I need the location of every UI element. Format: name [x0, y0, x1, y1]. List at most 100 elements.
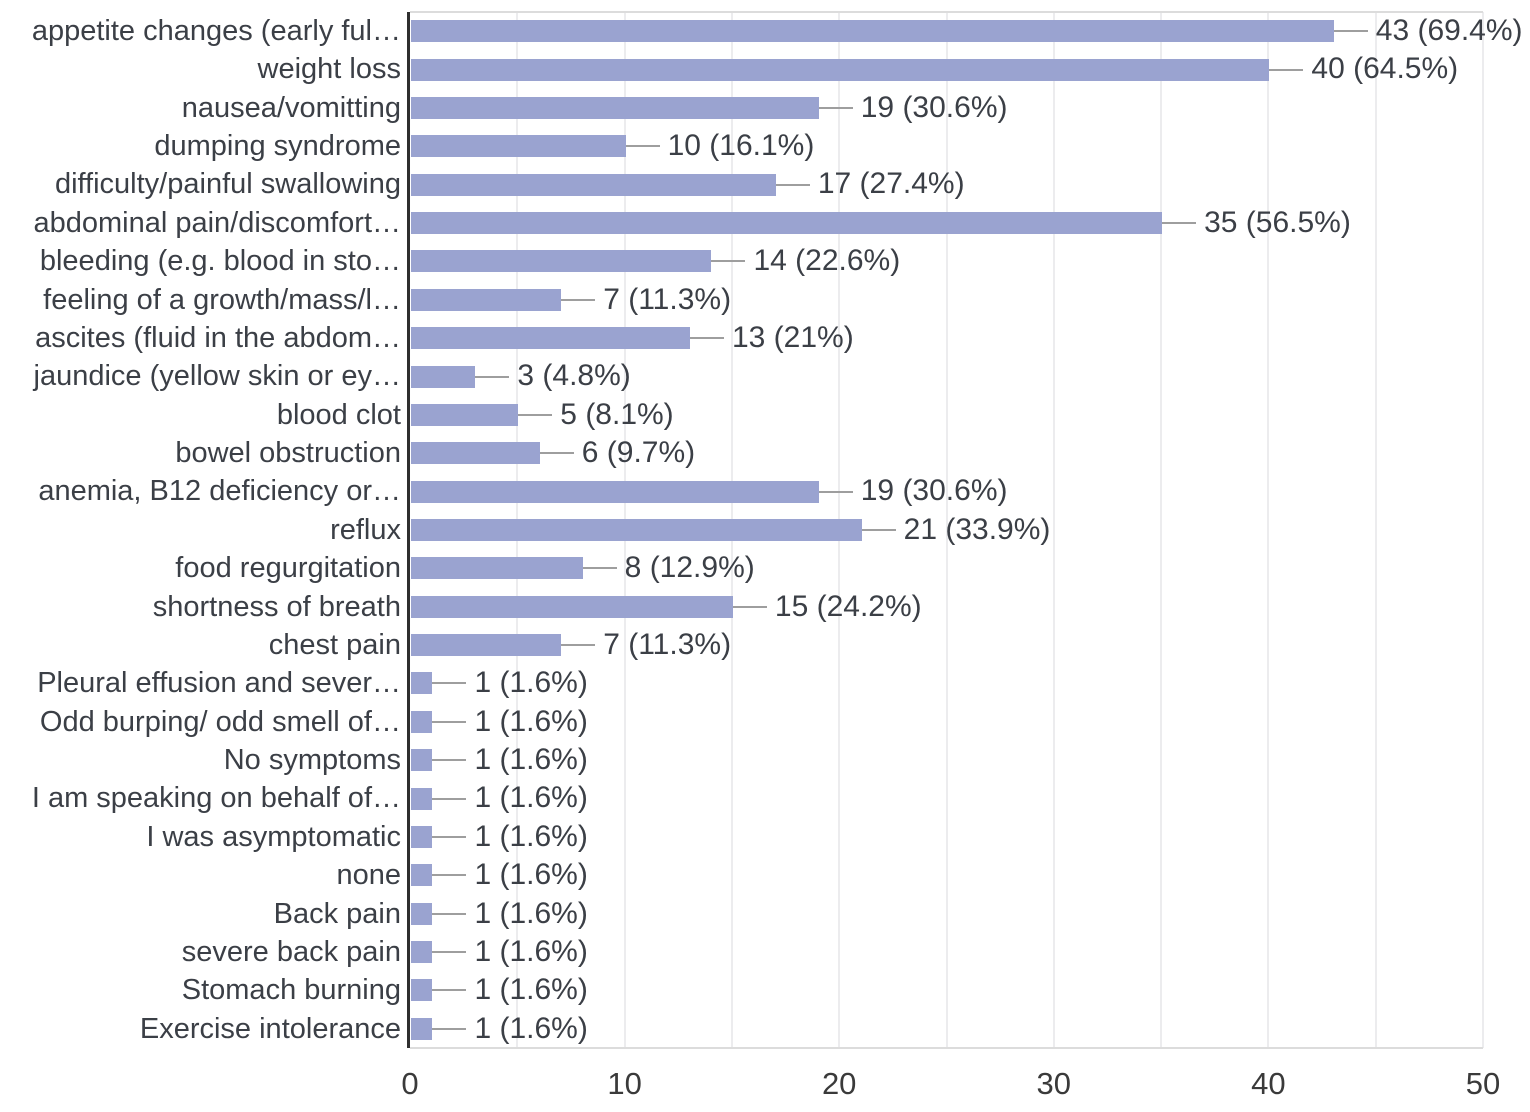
bar	[411, 96, 819, 119]
leader-line	[861, 529, 896, 531]
bar	[411, 403, 519, 426]
category-label: chest pain	[268, 628, 401, 661]
value-label: 19 (30.6%)	[860, 90, 1008, 124]
bar	[411, 595, 733, 618]
leader-line	[818, 106, 853, 109]
leader-line	[432, 989, 467, 992]
value-label: 10 (16.1%)	[667, 129, 815, 163]
category-label: Back pain	[273, 897, 401, 930]
category-label: weight loss	[257, 53, 401, 86]
leader-line	[561, 298, 596, 301]
category-label: Exercise intolerance	[139, 1012, 401, 1045]
bar	[411, 710, 433, 733]
leader-line	[711, 260, 746, 263]
leader-line	[1162, 222, 1197, 225]
y-axis-line	[407, 12, 410, 1048]
value-label: 1 (1.6%)	[474, 896, 588, 930]
value-label: 7 (11.3%)	[603, 627, 732, 661]
leader-line	[432, 720, 467, 723]
category-label: Stomach burning	[181, 974, 401, 1007]
bar	[411, 442, 540, 465]
category-label: Pleural effusion and sever…	[37, 667, 401, 700]
category-label: reflux	[330, 513, 401, 546]
category-label: appetite changes (early ful…	[31, 15, 401, 47]
value-label: 1 (1.6%)	[474, 858, 588, 892]
bar	[411, 250, 712, 273]
leader-line	[432, 835, 467, 838]
value-label: 1 (1.6%)	[474, 704, 588, 738]
value-label: 1 (1.6%)	[474, 1011, 588, 1045]
value-label: 6 (9.7%)	[581, 436, 696, 470]
category-label: I am speaking on behalf of…	[31, 782, 401, 815]
bar	[411, 212, 1163, 235]
bar	[411, 327, 690, 350]
gridline-x-30	[1052, 12, 1055, 1048]
bar	[411, 825, 433, 848]
value-label: 19 (30.6%)	[860, 474, 1008, 508]
value-label: 43 (69.4%)	[1375, 14, 1523, 47]
category-label: blood clot	[276, 398, 401, 431]
value-label: 5 (8.1%)	[560, 397, 674, 431]
leader-line	[625, 145, 660, 148]
category-label: shortness of breath	[152, 590, 401, 623]
value-label: 3 (4.8%)	[517, 359, 631, 393]
leader-line	[818, 490, 853, 493]
x-tick-label-40: 40	[1251, 1066, 1286, 1101]
plot-bottom-border	[410, 1047, 1483, 1049]
value-label: 8 (12.9%)	[624, 551, 755, 585]
leader-line	[582, 567, 617, 570]
category-label: dumping syndrome	[154, 130, 401, 163]
value-label: 35 (56.5%)	[1204, 205, 1351, 239]
plot-top-border	[410, 11, 1483, 13]
category-label: Odd burping/ odd smell of…	[39, 705, 401, 738]
x-tick-label-30: 30	[1036, 1066, 1072, 1101]
bar	[411, 288, 562, 311]
gridline-x-50	[1482, 12, 1484, 1048]
value-label: 1 (1.6%)	[474, 819, 588, 853]
bar	[411, 1017, 433, 1040]
bar	[411, 519, 862, 541]
value-label: 7 (11.3%)	[603, 282, 732, 316]
gridline-x-45	[1374, 12, 1377, 1048]
leader-line	[1269, 68, 1304, 71]
bar	[411, 864, 433, 887]
category-label: difficulty/painful swallowing	[54, 168, 401, 201]
category-label: jaundice (yellow skin or ey…	[33, 360, 401, 393]
leader-line	[432, 1027, 467, 1030]
gridline-x-35	[1160, 12, 1163, 1048]
bar	[411, 787, 433, 810]
category-label: feeling of a growth/mass/l…	[43, 283, 401, 316]
category-label: bowel obstruction	[175, 437, 401, 470]
category-label: ascites (fluid in the abdom…	[35, 321, 401, 354]
leader-line	[475, 375, 510, 378]
leader-line	[432, 682, 467, 685]
x-tick-label-50: 50	[1465, 1066, 1501, 1101]
value-label: 15 (24.2%)	[774, 589, 922, 623]
leader-line	[432, 874, 467, 877]
bar	[411, 979, 433, 1002]
bar	[411, 20, 1334, 43]
leader-line	[539, 452, 574, 455]
value-label: 13 (21%)	[731, 320, 854, 354]
leader-line	[432, 912, 467, 915]
leader-line	[432, 797, 467, 800]
value-label: 21 (33.9%)	[903, 512, 1051, 546]
value-label: 17 (27.4%)	[817, 167, 965, 201]
bar	[411, 749, 433, 772]
leader-line	[732, 605, 767, 608]
category-label: bleeding (e.g. blood in sto…	[39, 245, 401, 278]
category-label: abdominal pain/discomfort…	[33, 206, 401, 239]
x-tick-label-0: 0	[401, 1066, 419, 1101]
value-label: 1 (1.6%)	[474, 781, 588, 815]
bar	[411, 173, 776, 196]
category-label: none	[336, 859, 401, 892]
leader-line	[432, 759, 467, 762]
bar	[411, 634, 562, 657]
value-label: 1 (1.6%)	[474, 934, 588, 968]
leader-line	[432, 951, 467, 954]
leader-line	[689, 337, 724, 340]
category-label: nausea/vomitting	[181, 91, 401, 124]
bar	[411, 58, 1270, 81]
gridline-x-25	[945, 12, 948, 1048]
